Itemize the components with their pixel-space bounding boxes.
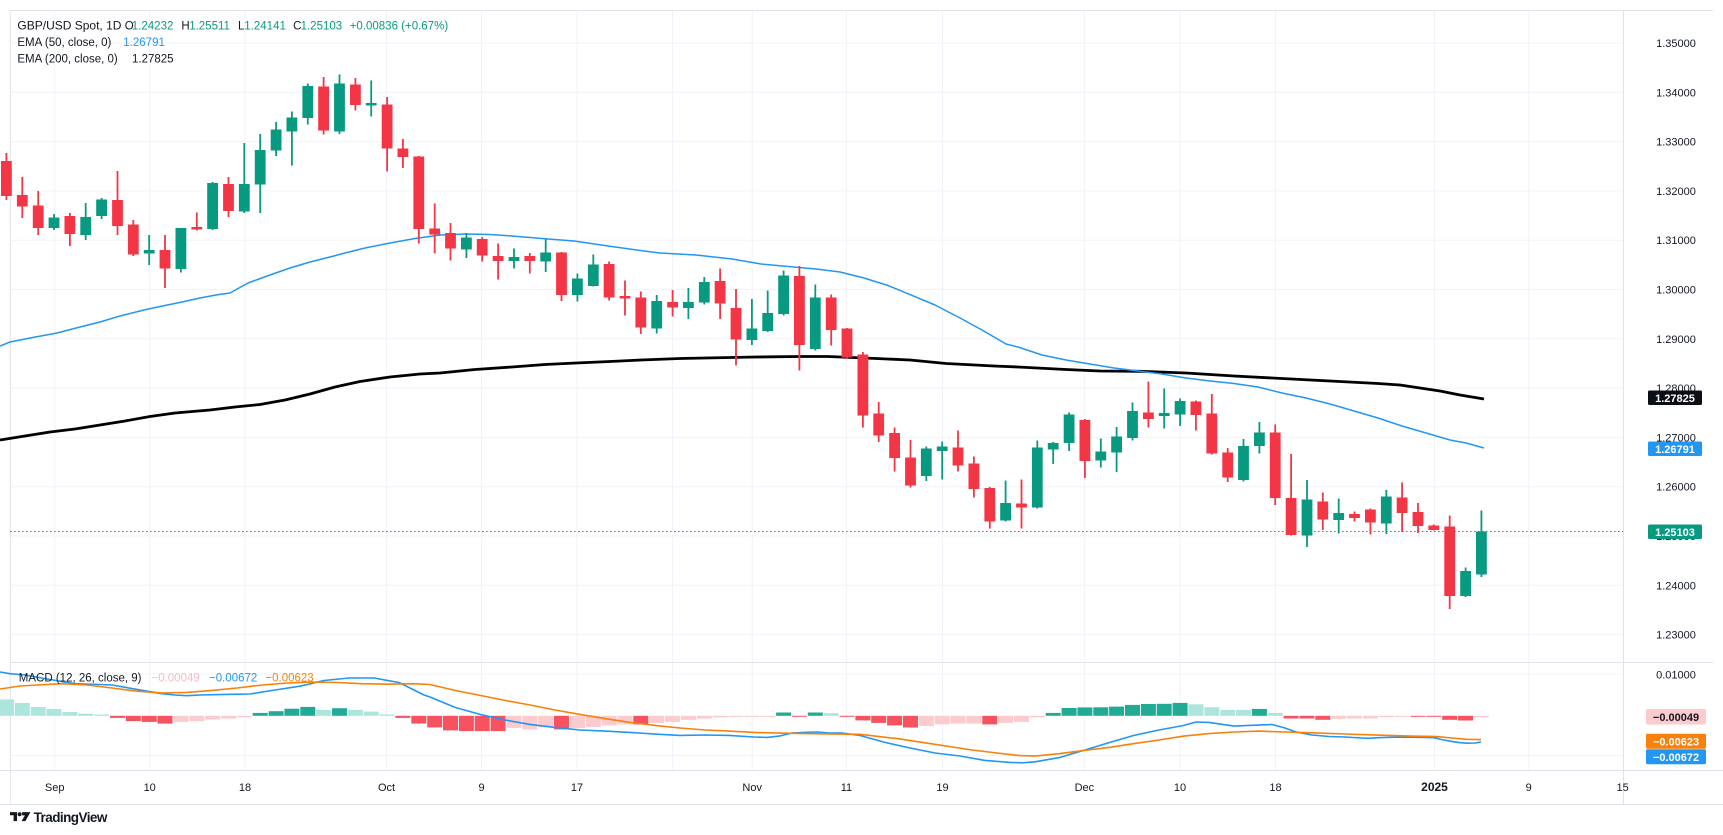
svg-text:1.29000: 1.29000 xyxy=(1656,334,1696,346)
svg-text:−0.00049: −0.00049 xyxy=(152,673,200,685)
svg-text:10: 10 xyxy=(144,782,156,794)
svg-text:−0.00049: −0.00049 xyxy=(1653,712,1699,724)
svg-text:1.26791: 1.26791 xyxy=(123,37,165,49)
svg-text:1.25103: 1.25103 xyxy=(301,21,343,33)
svg-text:1.35000: 1.35000 xyxy=(1656,38,1696,50)
svg-text:1.32000: 1.32000 xyxy=(1656,186,1696,198)
svg-text:1.27825: 1.27825 xyxy=(1655,393,1695,405)
svg-text:1.25103: 1.25103 xyxy=(1655,527,1695,539)
svg-text:−0.00672: −0.00672 xyxy=(1653,752,1699,764)
svg-text:1.25511: 1.25511 xyxy=(189,21,230,33)
svg-text:C: C xyxy=(293,21,301,33)
svg-text:−0.00623: −0.00623 xyxy=(1653,736,1699,748)
svg-text:+0.00836 (+0.67%): +0.00836 (+0.67%) xyxy=(350,21,449,33)
svg-text:17: 17 xyxy=(571,782,583,794)
svg-text:1.27825: 1.27825 xyxy=(132,54,174,66)
svg-text:18: 18 xyxy=(1269,782,1281,794)
svg-text:1.24000: 1.24000 xyxy=(1656,580,1696,592)
svg-text:15: 15 xyxy=(1616,782,1628,794)
svg-text:1.33000: 1.33000 xyxy=(1656,137,1696,149)
svg-text:1.34000: 1.34000 xyxy=(1656,87,1696,99)
svg-text:19: 19 xyxy=(936,782,948,794)
svg-text:9: 9 xyxy=(478,782,484,794)
svg-text:1.26000: 1.26000 xyxy=(1656,482,1696,494)
svg-text:Nov: Nov xyxy=(742,782,762,794)
svg-text:1.26791: 1.26791 xyxy=(1655,444,1695,456)
svg-text:L: L xyxy=(238,21,245,33)
svg-text:0.01000: 0.01000 xyxy=(1656,669,1696,681)
svg-text:Oct: Oct xyxy=(378,782,395,794)
svg-text:Dec: Dec xyxy=(1075,782,1095,794)
svg-text:GBP/USD Spot, 1D: GBP/USD Spot, 1D xyxy=(17,19,121,33)
svg-text:MACD (12, 26, close, 9): MACD (12, 26, close, 9) xyxy=(19,673,142,685)
svg-text:1.31000: 1.31000 xyxy=(1656,235,1696,247)
svg-text:1.27000: 1.27000 xyxy=(1656,432,1696,444)
svg-text:11: 11 xyxy=(841,782,852,794)
svg-text:EMA (50, close, 0): EMA (50, close, 0) xyxy=(17,37,111,49)
svg-text:2025: 2025 xyxy=(1421,780,1448,794)
svg-text:1.24232: 1.24232 xyxy=(132,21,174,33)
svg-text:1.23000: 1.23000 xyxy=(1656,630,1696,642)
svg-text:EMA (200, close, 0): EMA (200, close, 0) xyxy=(17,54,118,66)
svg-text:Sep: Sep xyxy=(45,782,65,794)
svg-text:−0.00623: −0.00623 xyxy=(265,673,313,685)
svg-text:H: H xyxy=(181,21,189,33)
svg-text:1.24141: 1.24141 xyxy=(244,21,286,33)
svg-text:10: 10 xyxy=(1174,782,1186,794)
svg-text:O: O xyxy=(125,21,134,33)
svg-text:18: 18 xyxy=(239,782,251,794)
svg-text:−0.00672: −0.00672 xyxy=(209,673,257,685)
svg-text:TradingView: TradingView xyxy=(34,810,108,825)
svg-text:9: 9 xyxy=(1526,782,1532,794)
svg-text:1.30000: 1.30000 xyxy=(1656,285,1696,297)
